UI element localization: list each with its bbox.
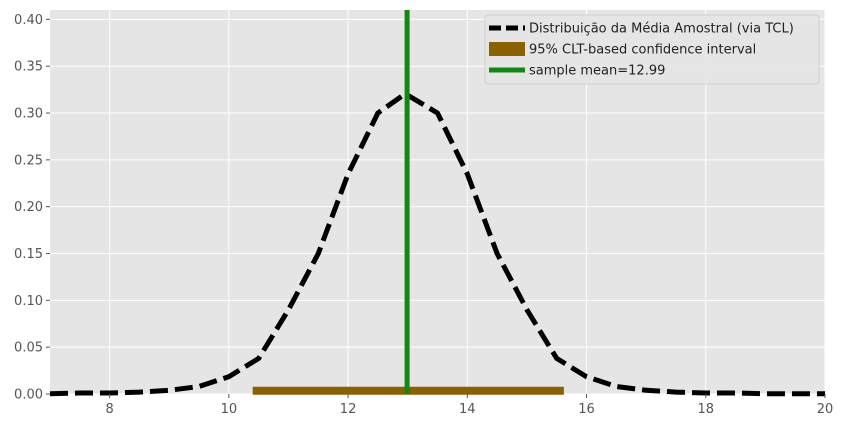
legend-interval-swatch bbox=[489, 42, 525, 56]
legend: Distribuição da Média Amostral (via TCL)… bbox=[484, 14, 820, 85]
legend-entry-label: sample mean=12.99 bbox=[529, 64, 665, 79]
y-tick-label: 0.15 bbox=[14, 247, 43, 262]
legend-entry-label: 95% CLT-based confidence interval bbox=[529, 43, 756, 58]
x-tick-label: 12 bbox=[340, 402, 357, 417]
y-tick-label: 0.05 bbox=[14, 341, 43, 356]
x-tick-label: 18 bbox=[697, 402, 714, 417]
y-tick-label: 0.35 bbox=[14, 60, 43, 75]
y-tick-label: 0.00 bbox=[14, 388, 43, 403]
y-tick-label: 0.20 bbox=[14, 200, 43, 215]
series-layer bbox=[49, 10, 825, 397]
density-curve-line bbox=[49, 92, 825, 397]
x-tick-label: 8 bbox=[105, 402, 113, 417]
legend-box bbox=[484, 14, 820, 85]
x-tick-label: 14 bbox=[459, 402, 476, 417]
legend-entry-label: Distribuição da Média Amostral (via TCL) bbox=[529, 22, 794, 37]
x-tick-label: 20 bbox=[817, 402, 834, 417]
y-tick-label: 0.25 bbox=[14, 153, 43, 168]
y-tick-label: 0.10 bbox=[14, 294, 43, 309]
x-tick-label: 16 bbox=[578, 402, 595, 417]
y-tick-label: 0.30 bbox=[14, 107, 43, 122]
axis-ticks: 8 10 12 14 16 18 20 0.00 0.05 0.10 0.15 0.20 0.25 0.3… bbox=[14, 13, 833, 417]
y-tick-label: 0.40 bbox=[14, 13, 43, 28]
x-tick-label: 10 bbox=[221, 402, 238, 417]
